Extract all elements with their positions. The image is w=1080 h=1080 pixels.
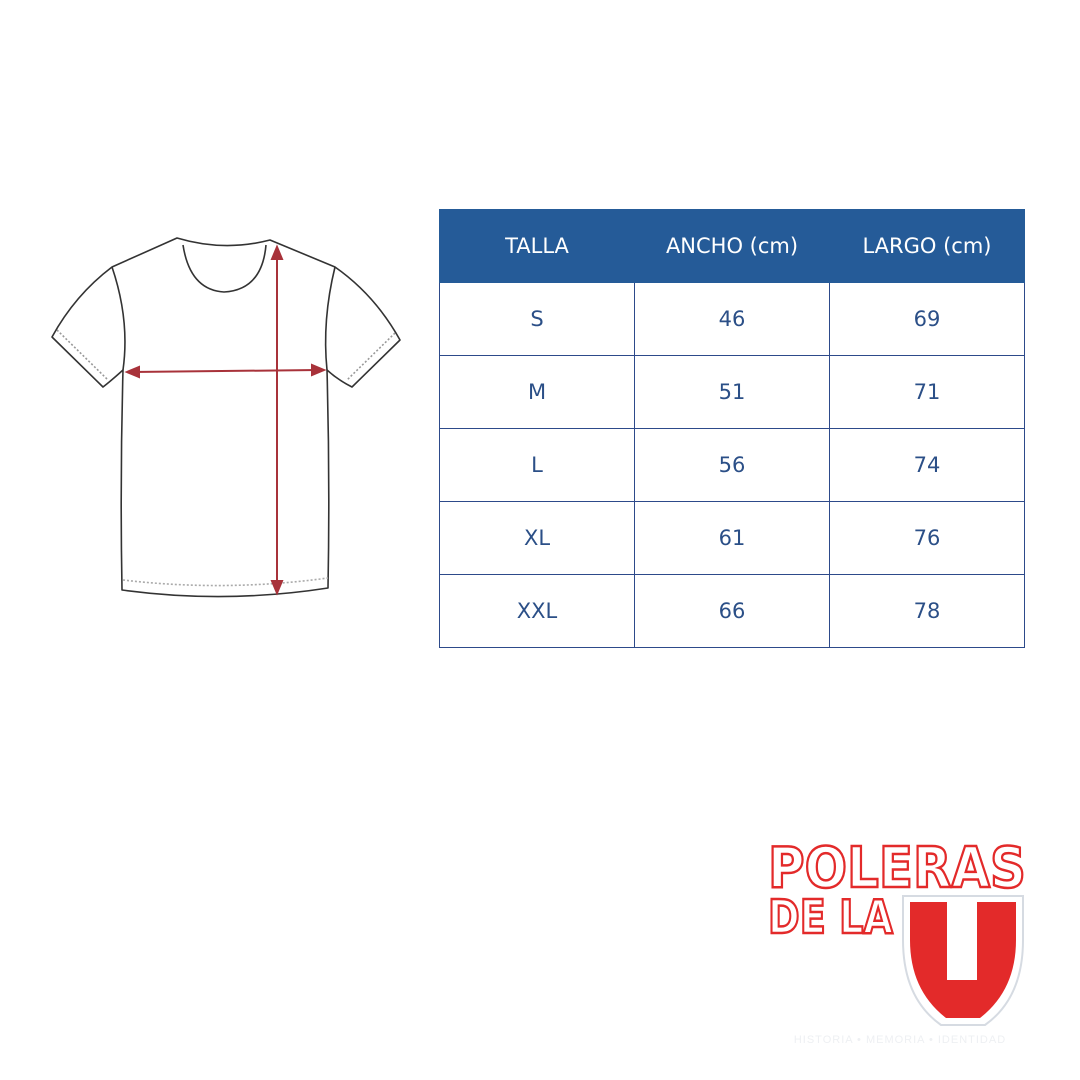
table-row: M 51 71 [439, 355, 1025, 429]
cell-talla: L [439, 428, 635, 502]
table-row: S 46 69 [439, 282, 1025, 356]
logo-tagline: HISTORIA • MEMORIA • IDENTIDAD [793, 1034, 1007, 1046]
width-arrow-right-head [311, 363, 327, 377]
right-sleeve-seam [324, 266, 336, 371]
header-largo: LARGO (cm) [829, 209, 1025, 283]
left-cuff [56, 329, 109, 381]
table-row: XXL 66 78 [439, 574, 1025, 648]
cell-largo: 71 [829, 355, 1025, 429]
poleras-de-la-u-logo: POLERAS DE LA [767, 835, 1027, 1026]
cell-ancho: 56 [634, 428, 830, 502]
shirt-outline [51, 237, 401, 598]
cell-largo: 76 [829, 501, 1025, 575]
cell-talla: S [439, 282, 635, 356]
left-sleeve-seam [111, 266, 126, 371]
length-arrow-bottom-head [270, 580, 284, 596]
hem [122, 577, 329, 587]
cell-largo: 69 [829, 282, 1025, 356]
logo-line2: DE LA [768, 890, 893, 944]
header-talla: TALLA [439, 209, 635, 283]
width-arrow-left-head [124, 365, 140, 379]
cell-talla: XXL [439, 574, 635, 648]
cell-largo: 74 [829, 428, 1025, 502]
logo-line1: POLERAS [768, 836, 1026, 901]
right-cuff [346, 332, 396, 381]
cell-ancho: 61 [634, 501, 830, 575]
table-row: L 56 74 [439, 428, 1025, 502]
length-arrow-top-head [270, 244, 284, 260]
width-arrow [131, 369, 319, 373]
cell-ancho: 51 [634, 355, 830, 429]
cell-largo: 78 [829, 574, 1025, 648]
cell-talla: XL [439, 501, 635, 575]
shirt-collar [182, 244, 267, 293]
cell-ancho: 66 [634, 574, 830, 648]
table-header-row: TALLA ANCHO (cm) LARGO (cm) [439, 209, 1025, 283]
table-row: XL 61 76 [439, 501, 1025, 575]
size-table: TALLA ANCHO (cm) LARGO (cm) S 46 69 M 51 71 L 5… [439, 209, 1025, 648]
cell-ancho: 46 [634, 282, 830, 356]
header-ancho: ANCHO (cm) [634, 209, 830, 283]
cell-talla: M [439, 355, 635, 429]
